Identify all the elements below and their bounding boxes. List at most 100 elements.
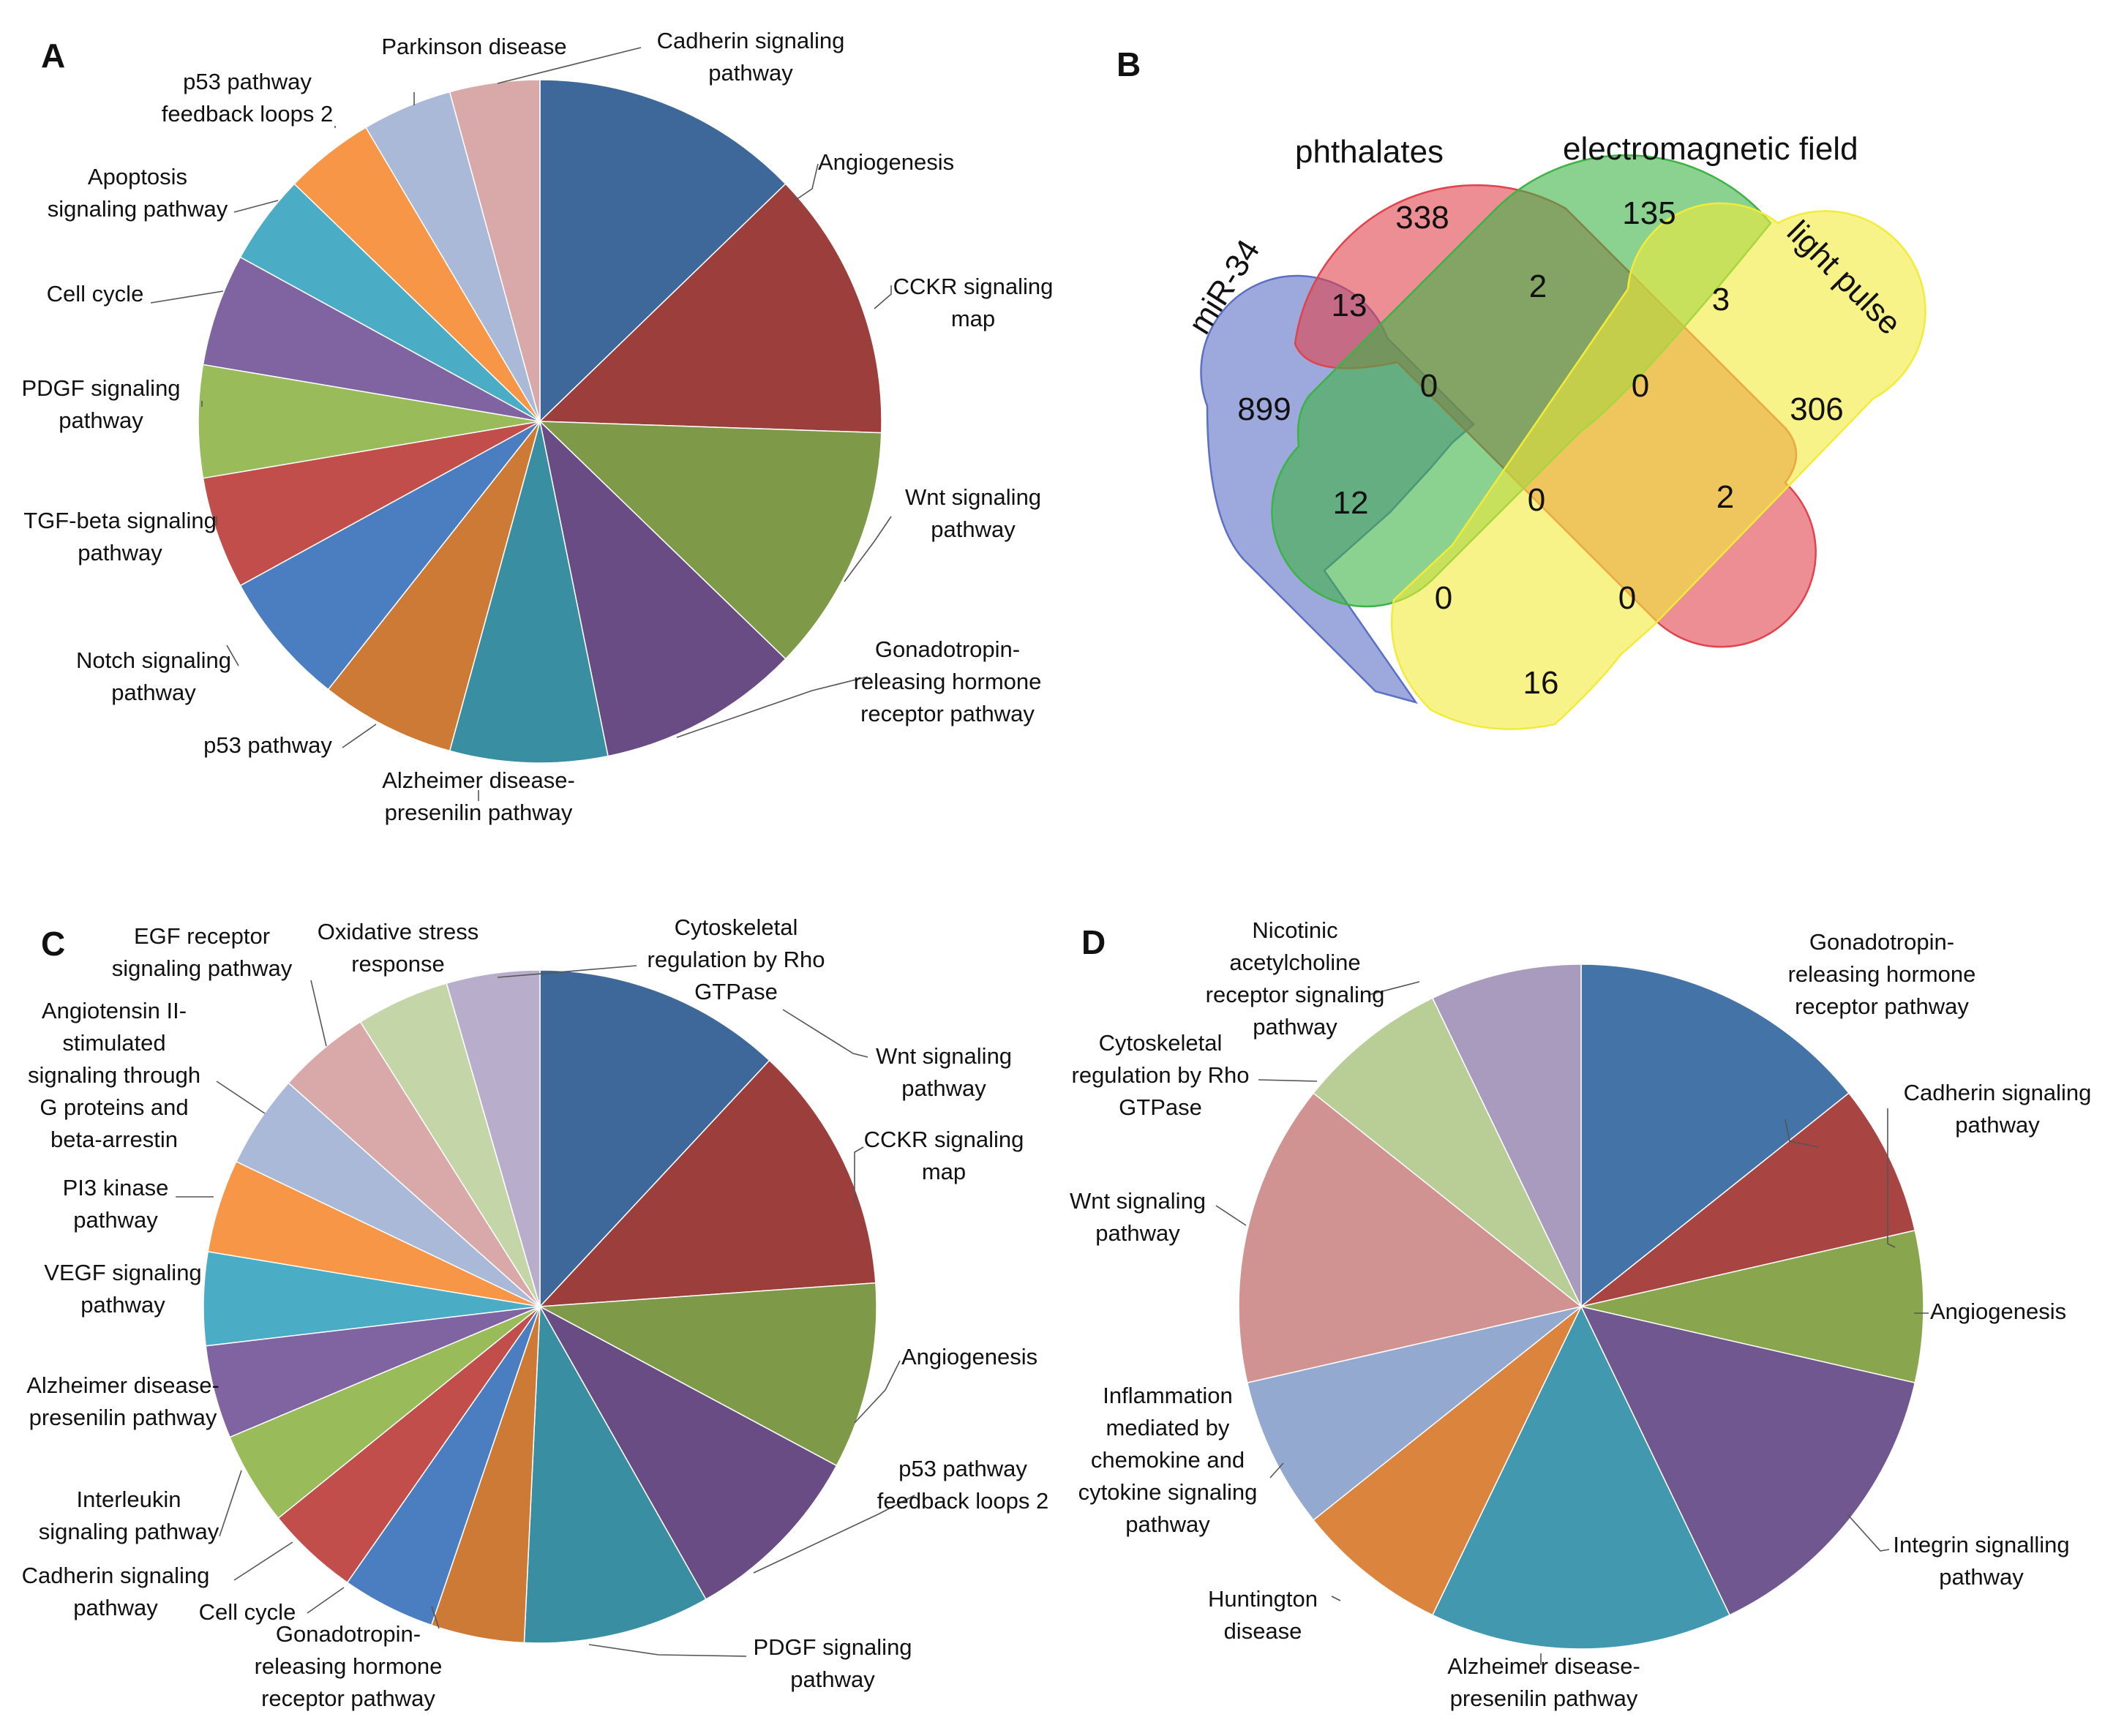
venn-count-phthalates-emf-light: 0 [1632, 368, 1649, 404]
leader-line [1258, 1079, 1318, 1082]
label-angiotensin-2: stimulated [62, 1030, 165, 1056]
label-wnt-2: pathway [1095, 1220, 1180, 1246]
leader-line [676, 676, 868, 738]
label-nicotinic-2: acetylcholine [1229, 950, 1360, 975]
label-angiotensin-5: beta-arrestin [50, 1127, 178, 1152]
label-nicotinic-1: Nicotinic [1252, 917, 1337, 943]
label-cellcycle: Cell cycle [199, 1599, 296, 1625]
leader-line [854, 1360, 901, 1424]
label-parkinson: Parkinson disease [381, 34, 566, 59]
pie-slice-cckr-signaling-map [538, 183, 882, 434]
slice-labels-c: Cytoskeletal regulation by Rho GTPase Wn… [22, 914, 1049, 1711]
pie-slice-inflammation-mediated-by-chemokine-and-cytokine-signaling-pathway [1246, 1306, 1582, 1521]
label-wnt-1: Wnt signaling [905, 484, 1041, 510]
panel-letter-a: A [41, 37, 65, 75]
label-gnrh-1: Gonadotropin- [276, 1621, 421, 1647]
label-huntington-1: Huntington [1208, 1586, 1318, 1612]
label-alzheimer-1: Alzheimer disease- [382, 767, 575, 793]
venn-count-mir34-emf: 12 [1333, 485, 1369, 521]
leader-line [588, 1644, 747, 1657]
panel-c: C Cytoskeletal regulation by Rho GTPase … [22, 914, 1049, 1711]
venn-count-phthalates-emf: 2 [1529, 268, 1547, 304]
pie-slice-angiogenesis [1580, 1229, 1924, 1384]
label-cadherin-2: pathway [1955, 1112, 2040, 1138]
label-alzheimer-1: Alzheimer disease- [1447, 1653, 1640, 1679]
pie-slice-angiogenesis [538, 1282, 877, 1467]
venn-count-mir34-emf-light: 0 [1435, 580, 1452, 616]
label-apoptosis-1: Apoptosis [88, 164, 187, 189]
label-cyto-1: Cytoskeletal [1099, 1030, 1223, 1056]
venn-counts: 899 338 135 306 13 2 3 0 0 12 0 2 0 0 16 [1237, 195, 1843, 701]
label-inflammation-2: mediated by [1106, 1415, 1230, 1440]
panel-d: D Gonadotropin- releasing hormone recept… [1070, 917, 2091, 1711]
pie-slice-cckr-signaling-map [538, 1059, 877, 1307]
pie-slice-pdgf-signaling-pathway [523, 1304, 707, 1644]
label-wnt-1: Wnt signaling [1070, 1188, 1206, 1214]
label-integrin-1: Integrin signalling [1893, 1532, 2069, 1557]
label-angiotensin-4: G proteins and [40, 1094, 188, 1120]
leader-line [497, 47, 642, 84]
venn-set-light [1390, 202, 1926, 730]
leader-line [342, 724, 377, 748]
venn-count-mir34-light: 16 [1523, 665, 1559, 701]
pie-slice-cell-cycle [202, 256, 541, 422]
leader-line [1785, 1119, 1819, 1148]
pie-slice-wnt-signaling-pathway [538, 421, 882, 660]
leader-line [310, 980, 327, 1047]
pie-slice-cytoskeletal-regulation-by-rho-gtpase [539, 969, 770, 1308]
label-alzheimer-2: presenilin pathway [1450, 1686, 1638, 1711]
leader-line [150, 290, 224, 304]
label-angiogenesis: Angiogenesis [1930, 1299, 2066, 1324]
label-cckr-2: map [922, 1159, 966, 1184]
leader-line [233, 200, 279, 213]
label-notch-2: pathway [111, 680, 196, 705]
leader-line [1331, 1596, 1341, 1601]
pie-slice-wnt-signaling-pathway [446, 969, 541, 1307]
venn-count-phthalates-light: 2 [1716, 479, 1734, 515]
label-cyto-2: regulation by Rho [648, 947, 825, 972]
leader-line [874, 285, 892, 309]
venn-count-mir34-phthalates: 13 [1332, 288, 1367, 323]
label-p53fb-1: p53 pathway [183, 69, 312, 94]
label-gnrh-2: releasing hormone [854, 669, 1042, 694]
label-nicotinic-3: receptor signaling [1206, 982, 1385, 1007]
label-cyto-2: regulation by Rho [1072, 1062, 1250, 1088]
label-p53fb-2: feedback loops 2 [162, 101, 333, 127]
label-cadherin-1: Cadherin signaling [657, 28, 845, 53]
pie-slice-cadherin-signaling-pathway [1580, 1092, 1916, 1307]
label-tgf-2: pathway [78, 540, 162, 565]
leader-line [1367, 981, 1420, 996]
venn-title-phthalates: phthalates [1295, 134, 1444, 170]
leader-line [844, 516, 892, 582]
leader-line [793, 163, 819, 202]
label-huntington-2: disease [1224, 1618, 1302, 1644]
label-gnrh-3: receptor pathway [1795, 993, 1969, 1019]
pie-slice-cadherin-signaling-pathway [449, 79, 541, 422]
label-cckr-1: CCKR signaling [893, 274, 1054, 299]
leader-line [1215, 1205, 1247, 1226]
slice-labels-d: Gonadotropin- releasing hormone receptor… [1070, 917, 2091, 1711]
label-alzheimer-2: presenilin pathway [385, 800, 573, 825]
pie-slice-alzheimer-disease-presenilin-pathway [1431, 1305, 1731, 1650]
label-pdgf-2: pathway [59, 407, 143, 433]
panel-letter-d: D [1081, 923, 1106, 961]
leader-lines-c [176, 965, 915, 1657]
leader-line [431, 1606, 440, 1629]
panel-a: A Angiogenesis CCKR signaling map Wnt si… [21, 28, 1053, 825]
slice-labels-a: Angiogenesis CCKR signaling map Wnt sign… [21, 28, 1053, 825]
panel-letter-b: B [1117, 45, 1141, 83]
venn-title-emf: electromagnetic field [1563, 131, 1858, 167]
pie-slice-nicotinic-acetylcholine-receptor-signaling-pathway [1431, 963, 1582, 1307]
leader-lines-a [150, 47, 892, 801]
label-angiogenesis: Angiogenesis [901, 1344, 1037, 1369]
leader-line [307, 1587, 345, 1614]
label-integrin-2: pathway [1939, 1564, 2024, 1590]
leader-line [1269, 1462, 1284, 1478]
venn-count-mir34-only: 899 [1237, 391, 1291, 427]
pie-chart-a [198, 79, 882, 764]
leader-line [753, 1495, 915, 1574]
pie-slice-huntington-disease [1313, 1306, 1582, 1616]
pie-slice-angiogenesis [539, 79, 787, 423]
leader-line [226, 645, 239, 666]
label-oxidative-2: response [351, 951, 445, 977]
